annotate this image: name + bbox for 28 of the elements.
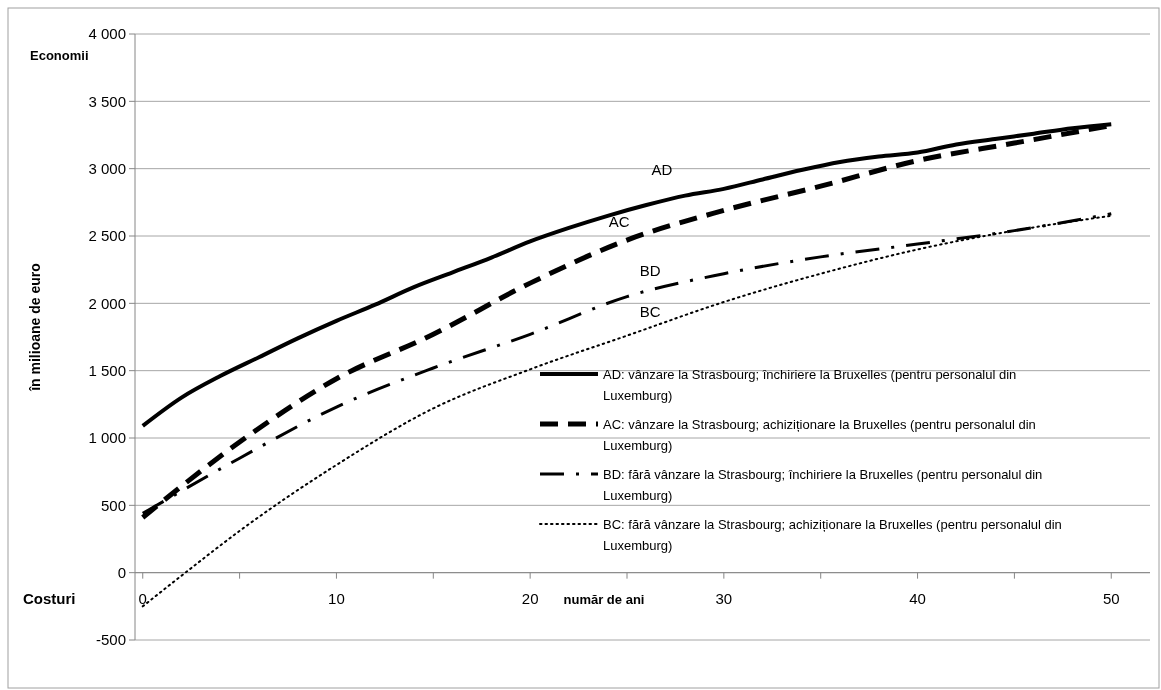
y-tick-label: 3 500 [88,92,126,110]
y-axis-title: în milioane de euro [27,263,43,392]
legend-label: BD: fără vânzare la Strasbourg; închiriere la Bruxelles (pentru personalul din Luxemburg) [603,467,1043,503]
annotation: AD [651,160,673,178]
legend-label: AD: vânzare la Strasbourg; închiriere la Bruxelles (pentru personalul din Luxemburg) [603,367,1017,403]
y-tick-label: 1 500 [88,361,126,379]
text: Costuri [23,589,76,607]
x-tick-label: 20 [521,589,539,607]
y-tick-label: 0 [117,563,126,581]
y-tick-label: 500 [100,496,126,514]
y-tick-label: 1 000 [88,429,126,447]
annotation: BC [639,302,661,320]
annotation: BD [639,262,661,280]
x-tick-label: 30 [715,589,733,607]
x-tick-label: 40 [909,589,926,607]
annotation: AC [608,212,630,230]
x-tick-label: 50 [1102,589,1120,607]
y-tick-label: 2 500 [88,227,126,245]
y-tick-label: 2 000 [88,294,126,312]
x-tick-label: 0 [138,589,147,607]
y-tick-label: 4 000 [88,25,126,43]
x-axis-title: număr de ani [563,591,645,607]
legend-label: AC: vânzare la Strasbourg; achiziționare la Bruxelles (pentru personalul din Luxemburg) [603,417,1036,453]
y-tick-label: 3 000 [88,159,126,177]
x-tick-label: 10 [328,589,345,607]
y-tick-label: -500 [95,631,126,649]
text: Economii [30,48,89,63]
legend-label: BC: fără vânzare la Strasbourg; achiziționare la Bruxelles (pentru personalul din Luxemburg) [603,517,1062,553]
